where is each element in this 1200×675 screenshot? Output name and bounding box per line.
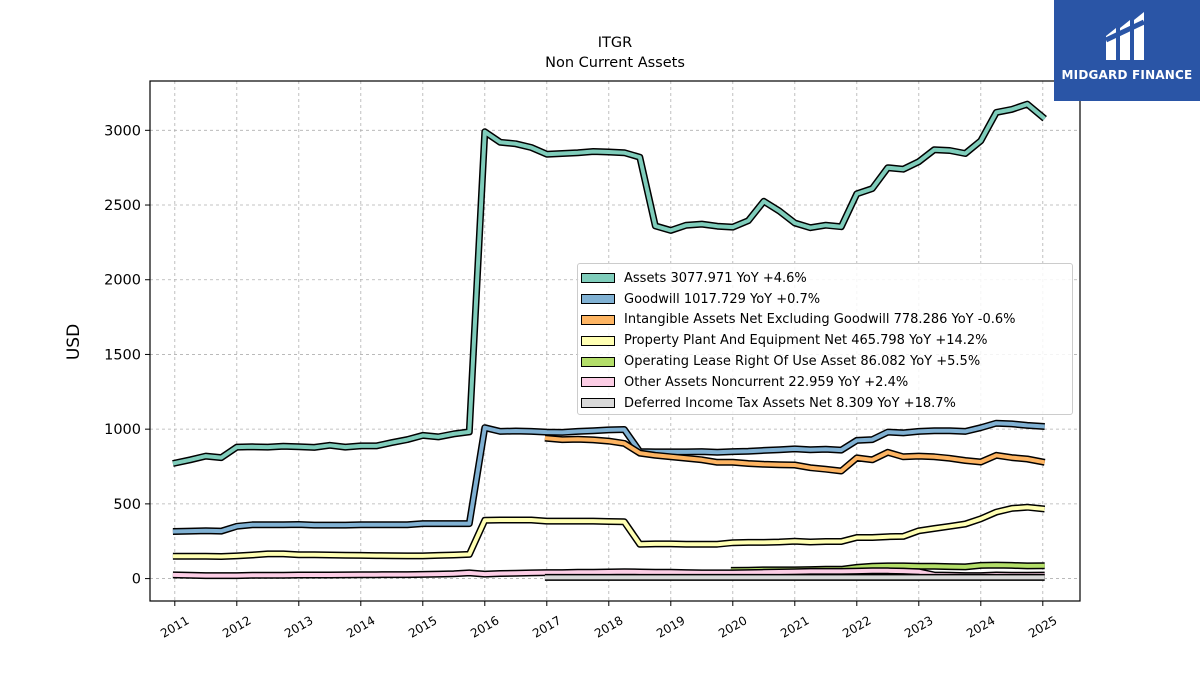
legend-label: Goodwill 1017.729 YoY +0.7% — [624, 291, 821, 307]
series-line-assets — [172, 102, 1046, 466]
x-tick-label: 2012 — [220, 613, 253, 640]
legend-label: Assets 3077.971 YoY +4.6% — [624, 270, 807, 286]
y-tick-label: 1000 — [104, 422, 141, 438]
x-tick-label: 2021 — [778, 613, 811, 640]
y-tick-label: 2000 — [104, 273, 141, 289]
y-tick-label: 2500 — [104, 198, 141, 214]
legend-item: Goodwill 1017.729 YoY +0.7% — [578, 289, 1072, 310]
y-tick-label: 3000 — [104, 123, 141, 139]
x-tick-label: 2013 — [282, 613, 315, 640]
x-tick-label: 2020 — [716, 613, 749, 640]
legend-item: Deferred Income Tax Assets Net 8.309 YoY… — [578, 393, 1072, 414]
brand-logo: MIDGARD FINANCE — [1054, 0, 1200, 101]
series-group — [172, 100, 1047, 581]
y-tick-label: 500 — [113, 497, 141, 513]
x-tick-label: 2024 — [964, 613, 997, 640]
legend-swatch — [581, 398, 615, 409]
legend-item: Property Plant And Equipment Net 465.798… — [578, 330, 1072, 351]
chart-title: ITGR — [598, 35, 632, 51]
series-line-other-assets-noncurrent — [172, 568, 1045, 578]
legend-item: Other Assets Noncurrent 22.959 YoY +2.4% — [578, 372, 1072, 393]
legend-label: Other Assets Noncurrent 22.959 YoY +2.4% — [624, 374, 909, 390]
x-tick-label: 2011 — [158, 613, 191, 640]
chart-legend: Assets 3077.971 YoY +4.6% Goodwill 1017.7… — [577, 263, 1073, 415]
legend-swatch — [581, 314, 615, 325]
y-axis: 0 500 1000 1500 2000 2500 3000 — [104, 123, 150, 588]
x-tick-label: 2015 — [406, 613, 439, 640]
x-tick-label: 2022 — [840, 613, 873, 640]
legend-label: Deferred Income Tax Assets Net 8.309 YoY… — [624, 395, 956, 411]
legend-swatch — [581, 356, 615, 367]
x-tick-label: 2018 — [592, 613, 625, 640]
legend-item: Operating Lease Right Of Use Asset 86.08… — [578, 351, 1072, 372]
y-axis-label: USD — [64, 324, 84, 360]
legend-item: Assets 3077.971 YoY +4.6% — [578, 268, 1072, 289]
chart-subtitle: Non Current Assets — [545, 55, 685, 71]
legend-label: Property Plant And Equipment Net 465.798… — [624, 333, 988, 349]
series-line-property-plant-and-equipment-net — [172, 505, 1045, 559]
x-tick-label: 2017 — [530, 613, 563, 640]
legend-swatch — [581, 294, 615, 305]
x-tick-label: 2014 — [344, 613, 377, 640]
legend-item: Intangible Assets Net Excluding Goodwill… — [578, 310, 1072, 331]
y-tick-label: 1500 — [104, 347, 141, 363]
logo-mark-icon — [1104, 12, 1146, 60]
legend-swatch — [581, 377, 615, 388]
plot-frame — [149, 80, 1081, 602]
series-line-intangible-assets-net-excluding-goodwill — [544, 436, 1046, 473]
legend-label: Intangible Assets Net Excluding Goodwill… — [624, 312, 1016, 328]
series-line-goodwill — [172, 421, 1045, 534]
legend-swatch — [581, 335, 615, 346]
y-tick-label: 0 — [132, 572, 141, 588]
x-tick-label: 2016 — [468, 613, 501, 640]
x-tick-label: 2023 — [902, 613, 935, 640]
x-axis: 2011 2012 2013 2014 2015 2016 2017 2018 2019 2020… — [158, 601, 1060, 641]
x-tick-label: 2019 — [654, 613, 687, 640]
legend-swatch — [581, 273, 615, 284]
brand-name: MIDGARD FINANCE — [1061, 68, 1193, 82]
x-tick-label: 2025 — [1026, 613, 1059, 640]
legend-label: Operating Lease Right Of Use Asset 86.08… — [624, 354, 981, 370]
